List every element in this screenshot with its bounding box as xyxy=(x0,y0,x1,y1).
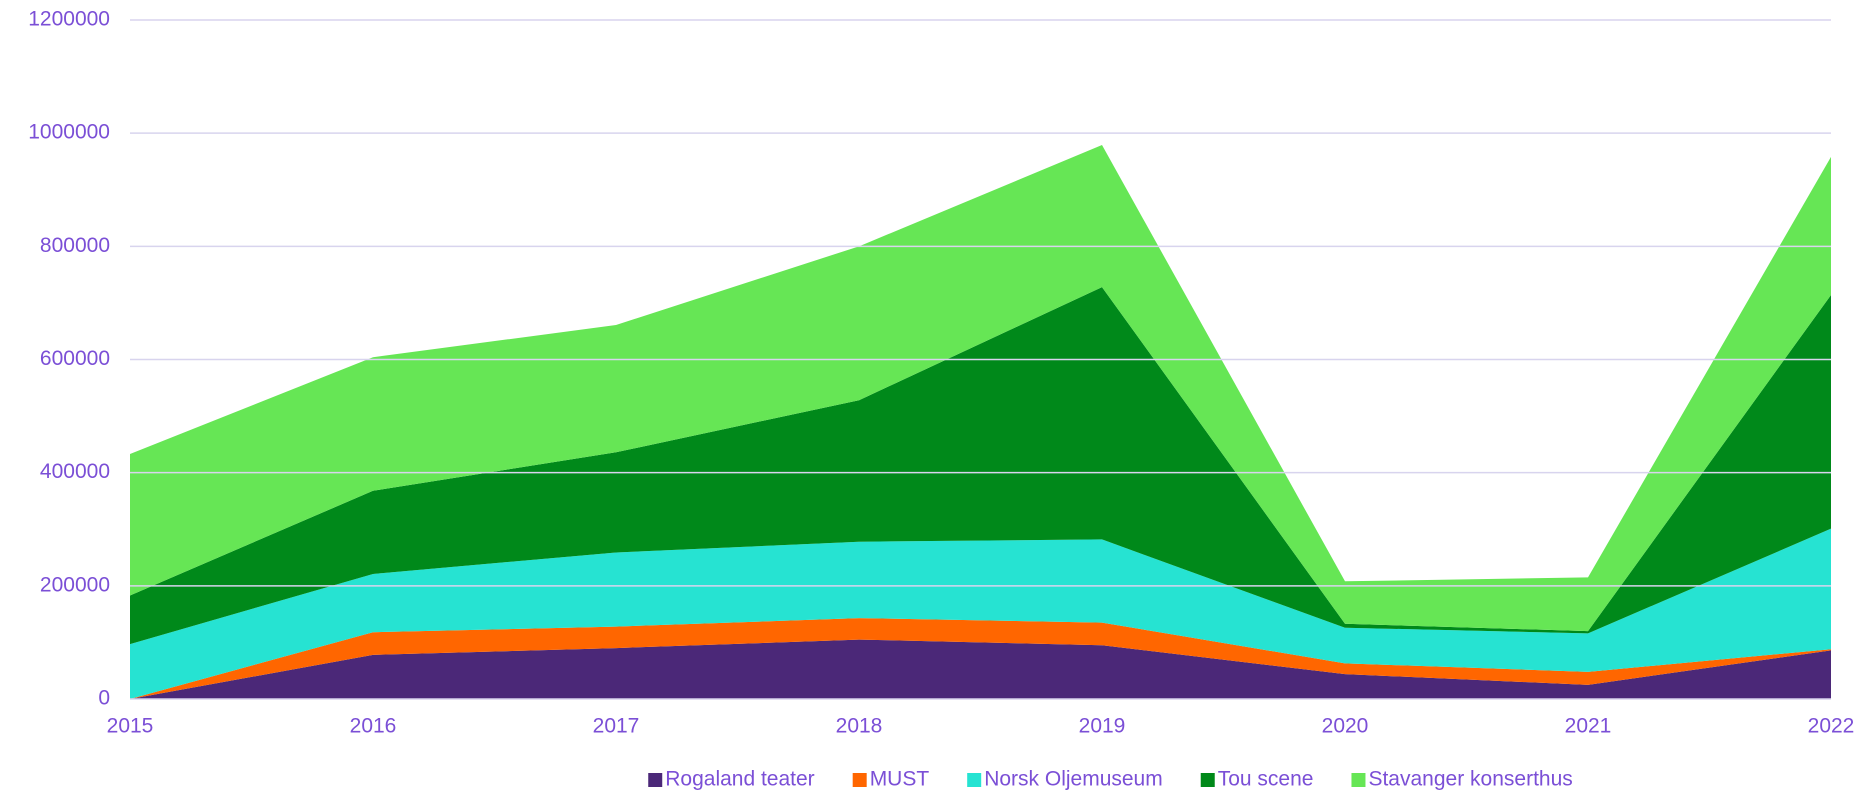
x-tick-label: 2015 xyxy=(107,715,154,738)
x-tick-label: 2019 xyxy=(1079,715,1126,738)
legend: Rogaland teater MUST Norsk Oljemuseum Tou s… xyxy=(648,768,1573,791)
legend-label: Rogaland teater xyxy=(665,768,814,791)
area xyxy=(130,618,1831,699)
legend-label: Norsk Oljemuseum xyxy=(984,768,1163,791)
areas xyxy=(130,145,1831,699)
y-tick-label: 1000000 xyxy=(28,121,110,144)
legend-swatch xyxy=(852,773,867,787)
y-tick-label: 0 xyxy=(98,687,110,710)
x-tick-label: 2018 xyxy=(836,715,883,738)
y-tick-label: 1200000 xyxy=(28,8,110,31)
area xyxy=(130,639,1831,699)
area xyxy=(130,287,1831,645)
legend-label: Tou scene xyxy=(1218,768,1314,791)
x-tick-label: 2021 xyxy=(1565,715,1612,738)
x-tick-label: 2022 xyxy=(1808,715,1855,738)
y-tick-label: 800000 xyxy=(40,234,110,257)
legend-label: MUST xyxy=(870,768,930,791)
y-tick-label: 400000 xyxy=(40,460,110,483)
y-tick-label: 200000 xyxy=(40,573,110,596)
y-tick-label: 600000 xyxy=(40,347,110,370)
legend-swatch xyxy=(1200,773,1215,787)
area xyxy=(130,528,1831,699)
x-tick-label: 2016 xyxy=(350,715,397,738)
legend-swatch xyxy=(648,773,663,787)
legend-swatch xyxy=(1351,773,1366,787)
area xyxy=(130,145,1831,632)
legend-label: Stavanger konserthus xyxy=(1368,768,1572,791)
x-tick-label: 2020 xyxy=(1322,715,1369,738)
legend-swatch xyxy=(967,773,982,787)
x-tick-label: 2017 xyxy=(593,715,640,738)
